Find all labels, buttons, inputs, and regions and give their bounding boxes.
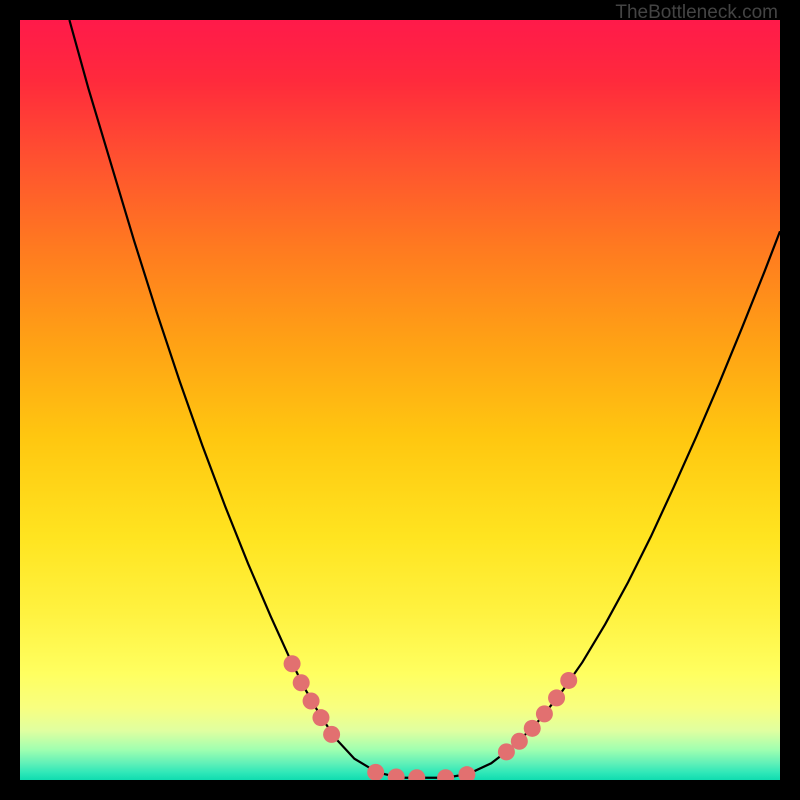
data-markers (284, 655, 578, 780)
data-marker (536, 705, 553, 722)
data-marker (437, 769, 454, 780)
data-marker (548, 689, 565, 706)
data-marker (284, 655, 301, 672)
watermark-text: TheBottleneck.com (615, 2, 778, 24)
data-marker (367, 764, 384, 780)
data-marker (560, 672, 577, 689)
data-marker (312, 709, 329, 726)
data-marker (303, 692, 320, 709)
data-marker (323, 726, 340, 743)
data-marker (408, 769, 425, 780)
bottleneck-curve (69, 20, 780, 778)
data-marker (458, 766, 475, 780)
data-marker (524, 720, 541, 737)
curve-layer (20, 20, 780, 780)
data-marker (293, 674, 310, 691)
data-marker (511, 733, 528, 750)
data-marker (388, 768, 405, 780)
plot-area (20, 20, 780, 780)
chart-container: TheBottleneck.com (0, 0, 800, 800)
